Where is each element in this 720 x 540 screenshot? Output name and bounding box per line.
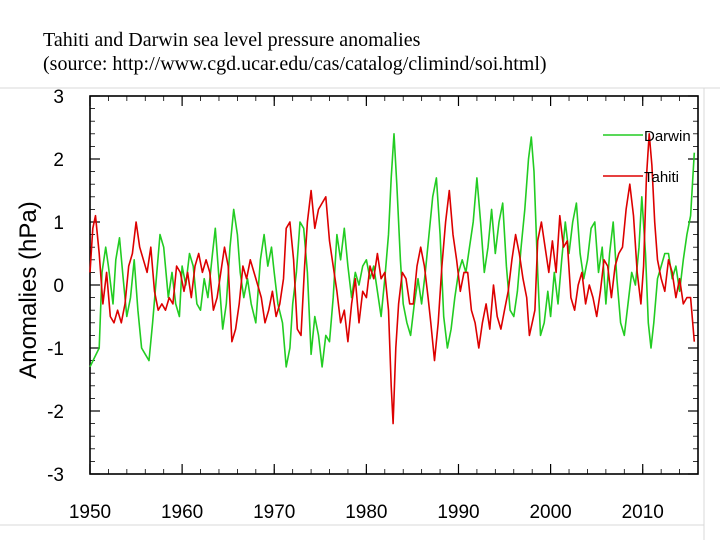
x-tick-label: 1980: [345, 502, 387, 523]
x-tick-label: 1990: [437, 502, 479, 523]
y-tick-label: -1: [47, 339, 64, 360]
x-tick-label: 1970: [253, 502, 295, 523]
title-line-1: Tahiti and Darwin sea level pressure ano…: [43, 29, 421, 51]
x-tick-label: 2010: [622, 502, 664, 523]
y-tick-label: 1: [53, 213, 64, 234]
y-tick-label: 3: [53, 87, 64, 108]
series-line-darwin: [89, 133, 696, 368]
y-tick-label: -2: [47, 402, 64, 423]
x-tick-label: 1960: [161, 502, 203, 523]
series-line-tahiti: [89, 133, 696, 425]
y-tick-label: -3: [47, 465, 64, 486]
y-tick-label: 0: [53, 276, 64, 297]
x-tick-label: 2000: [529, 502, 571, 523]
y-axis-label: Anomalies (hPa): [15, 201, 42, 378]
legend-label-tahiti: Tahiti: [644, 169, 679, 186]
x-tick-label: 1950: [69, 502, 111, 523]
y-tick-label: 2: [53, 150, 64, 171]
title-line-2: (source: http://www.cgd.ucar.edu/cas/cat…: [43, 53, 547, 76]
page-title: Tahiti and Darwin sea level pressure ano…: [43, 28, 547, 77]
legend-label-darwin: Darwin: [644, 128, 691, 145]
